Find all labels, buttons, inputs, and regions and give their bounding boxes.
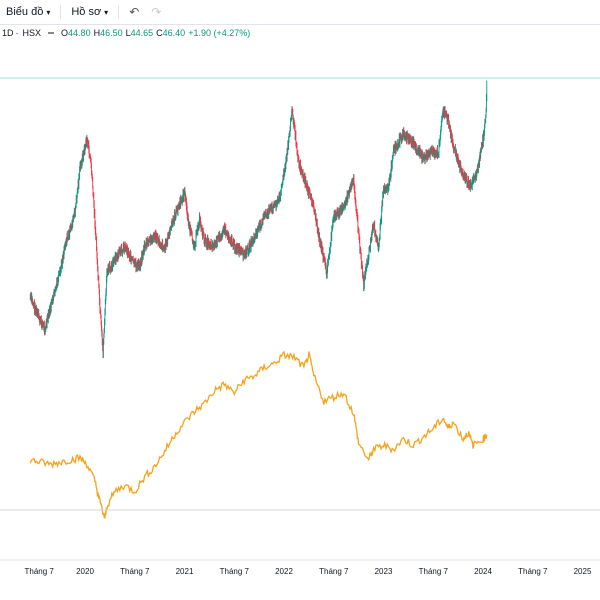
price-candles bbox=[29, 80, 488, 359]
high-label: H bbox=[93, 28, 101, 38]
legend-exchange: HSX bbox=[22, 28, 42, 38]
close-label: C bbox=[156, 28, 163, 38]
time-axis-tick-label: 2025 bbox=[574, 567, 592, 576]
time-axis-tick-label: Tháng 7 bbox=[518, 567, 548, 576]
time-axis: Tháng 7 2020 Tháng 7 2021 Tháng 7 2022 Tháng 7… bbox=[25, 567, 592, 576]
time-axis-tick-label: Tháng 7 bbox=[319, 567, 349, 576]
visibility-toggle-icon[interactable] bbox=[48, 32, 55, 34]
chart-menu-button[interactable]: Biểu đồ ▾ bbox=[0, 2, 56, 22]
open-label: O bbox=[61, 28, 69, 38]
chevron-down-icon: ▾ bbox=[104, 7, 109, 17]
time-axis-tick-label: 2023 bbox=[375, 567, 393, 576]
legend-separator: · bbox=[15, 28, 19, 38]
time-axis-tick-label: 2024 bbox=[474, 567, 492, 576]
redo-icon[interactable]: ↷ bbox=[151, 5, 162, 19]
low-value: 44.65 bbox=[130, 28, 154, 38]
time-axis-tick-label: Tháng 7 bbox=[220, 567, 250, 576]
change-value: +1.90 (+4.27%) bbox=[188, 28, 251, 38]
toolbar-divider bbox=[60, 5, 62, 19]
time-axis-tick-label: 2021 bbox=[176, 567, 194, 576]
profile-menu-label: Hồ sơ bbox=[71, 6, 102, 18]
time-axis-tick-label: 2020 bbox=[76, 567, 94, 576]
undo-icon[interactable]: ↶ bbox=[129, 5, 140, 19]
profile-menu-button[interactable]: Hồ sơ ▾ bbox=[65, 2, 114, 22]
open-value: 44.80 bbox=[68, 28, 91, 38]
time-axis-tick-label: 2022 bbox=[275, 567, 293, 576]
legend-interval: 1D bbox=[2, 28, 14, 38]
top-toolbar: Biểu đồ ▾ Hồ sơ ▾ ↶ ↷ bbox=[0, 0, 600, 25]
time-axis-tick-label: Tháng 7 bbox=[25, 567, 55, 576]
compare-series-line bbox=[29, 350, 488, 519]
chevron-down-icon: ▾ bbox=[46, 7, 51, 17]
chart-menu-label: Biểu đồ bbox=[6, 6, 44, 18]
low-label: L bbox=[125, 28, 131, 38]
time-axis-tick-label: Tháng 7 bbox=[120, 567, 150, 576]
symbol-legend: 1D · HSX O 44.80 H 46.50 L 44.65 C 46.40 +1.… bbox=[0, 26, 250, 40]
close-value: 46.40 bbox=[162, 28, 186, 38]
toolbar-divider bbox=[118, 5, 120, 19]
time-axis-tick-label: Tháng 7 bbox=[419, 567, 449, 576]
high-value: 46.50 bbox=[100, 28, 123, 38]
